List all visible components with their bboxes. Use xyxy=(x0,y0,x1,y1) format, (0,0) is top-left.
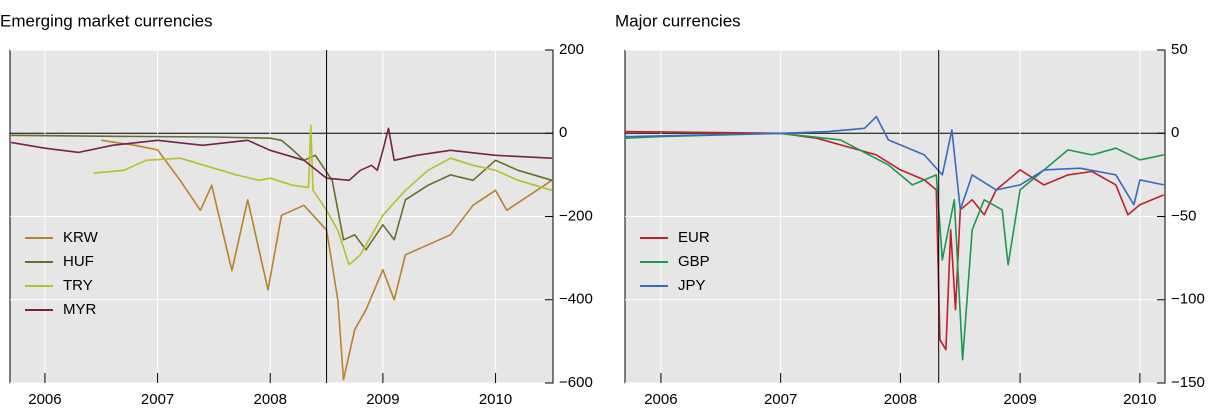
series-line xyxy=(93,124,553,266)
series-line xyxy=(624,132,1164,361)
y-tick-label: 0 xyxy=(559,124,567,141)
x-tick-label: 2006 xyxy=(28,391,61,408)
x-tick-label: 2007 xyxy=(764,391,797,408)
y-tick-label: −150 xyxy=(1171,374,1205,391)
legend-label: GBP xyxy=(678,253,710,270)
y-tick-label: −200 xyxy=(559,207,593,224)
legend-label: EUR xyxy=(678,229,710,246)
x-tick-label: 2007 xyxy=(141,391,174,408)
y-tick-label: −50 xyxy=(1171,207,1196,224)
y-tick-label: 50 xyxy=(1171,41,1188,58)
legend-label: HUF xyxy=(63,253,94,270)
y-tick-label: −400 xyxy=(559,291,593,308)
legend-label: JPY xyxy=(678,277,706,294)
legend-label: TRY xyxy=(63,277,93,294)
series-line xyxy=(624,115,1164,211)
y-tick-label: −600 xyxy=(559,374,593,391)
x-tick-label: 2009 xyxy=(1003,391,1036,408)
x-tick-label: 2008 xyxy=(884,391,917,408)
x-tick-label: 2006 xyxy=(644,391,677,408)
x-tick-label: 2009 xyxy=(366,391,399,408)
x-tick-label: 2010 xyxy=(479,391,512,408)
y-tick-label: 200 xyxy=(559,41,584,58)
y-tick-label: 0 xyxy=(1171,124,1179,141)
series-line xyxy=(101,139,553,381)
legend-label: KRW xyxy=(63,229,99,246)
legend-label: MYR xyxy=(63,301,97,318)
x-tick-label: 2008 xyxy=(254,391,287,408)
series-line xyxy=(11,134,553,251)
series-line xyxy=(10,127,552,182)
x-tick-label: 2010 xyxy=(1123,391,1156,408)
y-tick-label: −100 xyxy=(1171,291,1205,308)
chart-title: Emerging market currencies xyxy=(0,11,213,30)
chart-title: Major currencies xyxy=(615,11,741,30)
